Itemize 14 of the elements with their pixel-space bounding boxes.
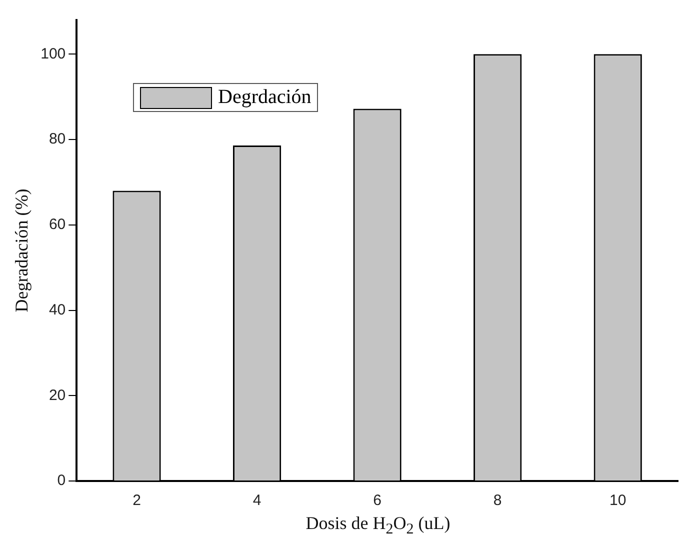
y-tick-label: 0 bbox=[57, 472, 66, 490]
x-tick-label: 10 bbox=[610, 492, 626, 510]
y-tick-label: 20 bbox=[48, 386, 66, 404]
legend-label: Degrdación bbox=[218, 86, 312, 109]
y-tick-label: 80 bbox=[48, 130, 66, 148]
y-tick-label: 100 bbox=[40, 45, 66, 62]
x-tick-label: 2 bbox=[132, 492, 141, 510]
y-tick-label: 60 bbox=[48, 216, 66, 234]
x-tick-label: 6 bbox=[373, 492, 382, 510]
x-axis-title: Dosis de H$_{2}$O$_{2}$ (uL) bbox=[304, 513, 452, 539]
y-axis-title: Degradación (%) bbox=[12, 188, 32, 312]
x-tick-label: 8 bbox=[493, 492, 502, 510]
x-tick-label: 4 bbox=[252, 492, 262, 510]
y-tick-label: 40 bbox=[48, 301, 66, 318]
